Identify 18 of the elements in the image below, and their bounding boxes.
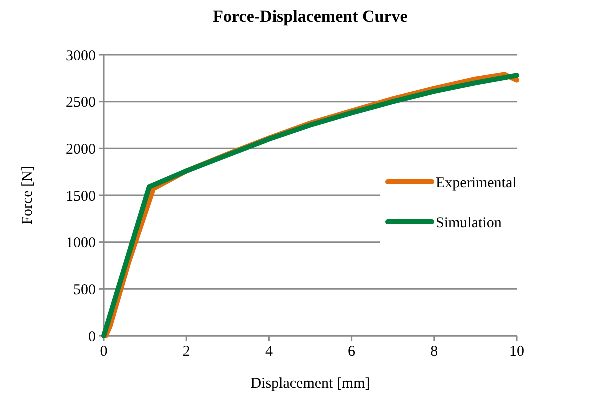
x-tick-label: 6 (348, 344, 356, 360)
y-tick-label: 2500 (66, 95, 96, 112)
y-tick-label: 500 (74, 282, 96, 298)
x-tick-label: 10 (510, 344, 524, 360)
chart-title: Force-Displacement Curve (213, 7, 408, 26)
y-tick-label: 0 (88, 329, 96, 346)
legend-label: Experimental (436, 175, 517, 192)
x-tick-label: 4 (265, 344, 274, 360)
y-tick-label: 3000 (66, 48, 96, 64)
y-axis-title: Force [N] (20, 166, 36, 225)
legend-label: Simulation (436, 215, 502, 232)
x-tick-label: 0 (100, 344, 108, 360)
y-tick-label: 1000 (66, 236, 96, 252)
x-axis-title: Displacement [mm] (250, 376, 370, 392)
x-tick-label: 8 (430, 344, 438, 360)
y-tick-label: 2000 (66, 142, 96, 158)
y-tick-label: 1500 (66, 188, 96, 205)
x-tick-label: 2 (182, 344, 190, 360)
